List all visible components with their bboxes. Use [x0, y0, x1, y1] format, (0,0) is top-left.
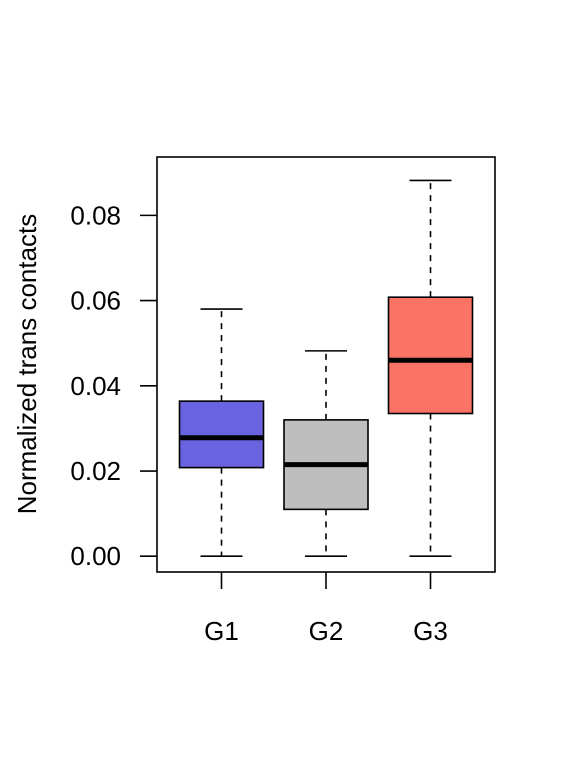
x-tick-label: G3 [413, 616, 448, 646]
box-g3 [387, 296, 474, 415]
y-axis-label: Normalized trans contacts [12, 214, 42, 515]
y-tick-label: 0.00 [70, 541, 121, 571]
x-tick-label: G1 [204, 616, 239, 646]
y-tick-label: 0.02 [70, 456, 121, 486]
plot-layer: 0.00 0.02 0.04 0.06 0.08 G1 G2 G3 [70, 156, 496, 646]
y-tick-label: 0.06 [70, 286, 121, 316]
x-tick-label: G2 [309, 616, 344, 646]
box-g1 [178, 400, 265, 469]
y-tick-label: 0.04 [70, 371, 121, 401]
y-tick-label: 0.08 [70, 200, 121, 230]
